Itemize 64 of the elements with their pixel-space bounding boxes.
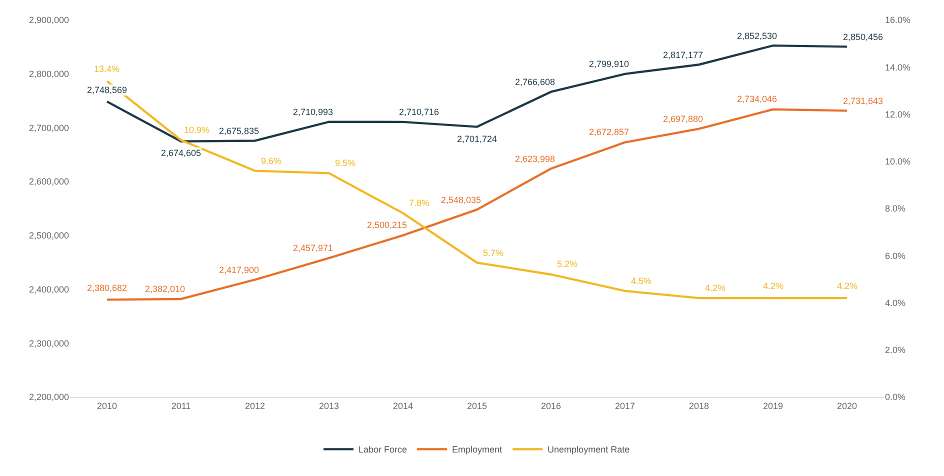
- data-label: 2,852,530: [737, 31, 778, 41]
- data-label: 2,548,035: [441, 195, 482, 205]
- data-label: 2,734,046: [737, 94, 778, 104]
- y2-tick-label: 14.0%: [885, 62, 911, 72]
- data-label: 4.2%: [705, 283, 726, 293]
- data-label: 2,748,569: [87, 85, 128, 95]
- y-tick-label: 2,200,000: [28, 392, 69, 402]
- data-label: 2,380,682: [87, 283, 128, 293]
- y2-tick-label: 6.0%: [885, 250, 906, 261]
- data-label: 2,799,910: [589, 59, 630, 69]
- x-tick-label: 2012: [244, 400, 266, 411]
- x-tick-label: 2010: [96, 400, 118, 411]
- x-tick-label: 2020: [836, 400, 858, 411]
- x-tick-label: 2013: [318, 400, 340, 411]
- y-tick-label: 2,900,000: [28, 15, 69, 26]
- data-label: 2,417,900: [219, 265, 260, 275]
- data-label: 2,766,608: [515, 77, 556, 87]
- y-tick-label: 2,300,000: [28, 338, 69, 348]
- data-label: 2,710,716: [399, 107, 440, 117]
- x-tick-label: 2017: [614, 400, 636, 411]
- legend-label: Unemployment Rate: [548, 444, 630, 455]
- x-tick-label: 2015: [466, 400, 488, 411]
- y2-tick-label: 0.0%: [885, 392, 906, 402]
- data-label: 13.4%: [94, 64, 120, 74]
- y-tick-label: 2,700,000: [28, 122, 69, 133]
- y-tick-label: 2,800,000: [28, 69, 69, 80]
- data-label: 5.2%: [557, 259, 578, 269]
- data-label: 2,623,998: [515, 154, 556, 164]
- data-label: 4.5%: [631, 276, 652, 286]
- x-tick-label: 2011: [171, 400, 191, 411]
- y2-tick-label: 10.0%: [885, 156, 911, 167]
- data-label: 2,382,010: [145, 284, 186, 294]
- y2-tick-label: 8.0%: [885, 204, 906, 214]
- data-label: 4.2%: [763, 281, 784, 291]
- data-label: 2,817,177: [663, 50, 704, 60]
- y-tick-label: 2,600,000: [28, 176, 69, 187]
- data-label: 7.8%: [409, 198, 430, 208]
- data-label: 2,500,215: [367, 220, 408, 230]
- data-label: 2,850,456: [843, 32, 884, 42]
- y-tick-label: 2,500,000: [28, 230, 69, 241]
- x-tick-label: 2014: [392, 400, 414, 411]
- data-label: 2,697,880: [663, 114, 704, 124]
- x-tick-label: 2018: [688, 400, 710, 411]
- data-label: 2,672,857: [589, 127, 630, 137]
- data-label: 9.5%: [335, 158, 356, 168]
- data-label: 10.9%: [184, 125, 210, 135]
- x-tick-label: 2019: [762, 400, 784, 411]
- data-label: 2,731,643: [843, 96, 884, 106]
- y2-tick-label: 16.0%: [885, 15, 911, 26]
- y2-tick-label: 12.0%: [885, 109, 911, 120]
- y2-tick-label: 2.0%: [885, 345, 906, 356]
- data-label: 4.2%: [837, 281, 858, 291]
- data-label: 9.6%: [261, 156, 282, 166]
- data-label: 5.7%: [483, 248, 504, 258]
- data-label: 2,457,971: [293, 243, 334, 253]
- data-label: 2,710,993: [293, 107, 334, 117]
- x-tick-label: 2016: [540, 400, 562, 411]
- data-label: 2,675,835: [219, 126, 260, 136]
- legend-label: Employment: [452, 444, 503, 455]
- y-tick-label: 2,400,000: [28, 284, 69, 294]
- legend-label: Labor Force: [358, 444, 408, 455]
- data-label: 2,701,724: [457, 134, 498, 144]
- y2-tick-label: 4.0%: [885, 298, 906, 308]
- data-label: 2,674,605: [161, 148, 202, 158]
